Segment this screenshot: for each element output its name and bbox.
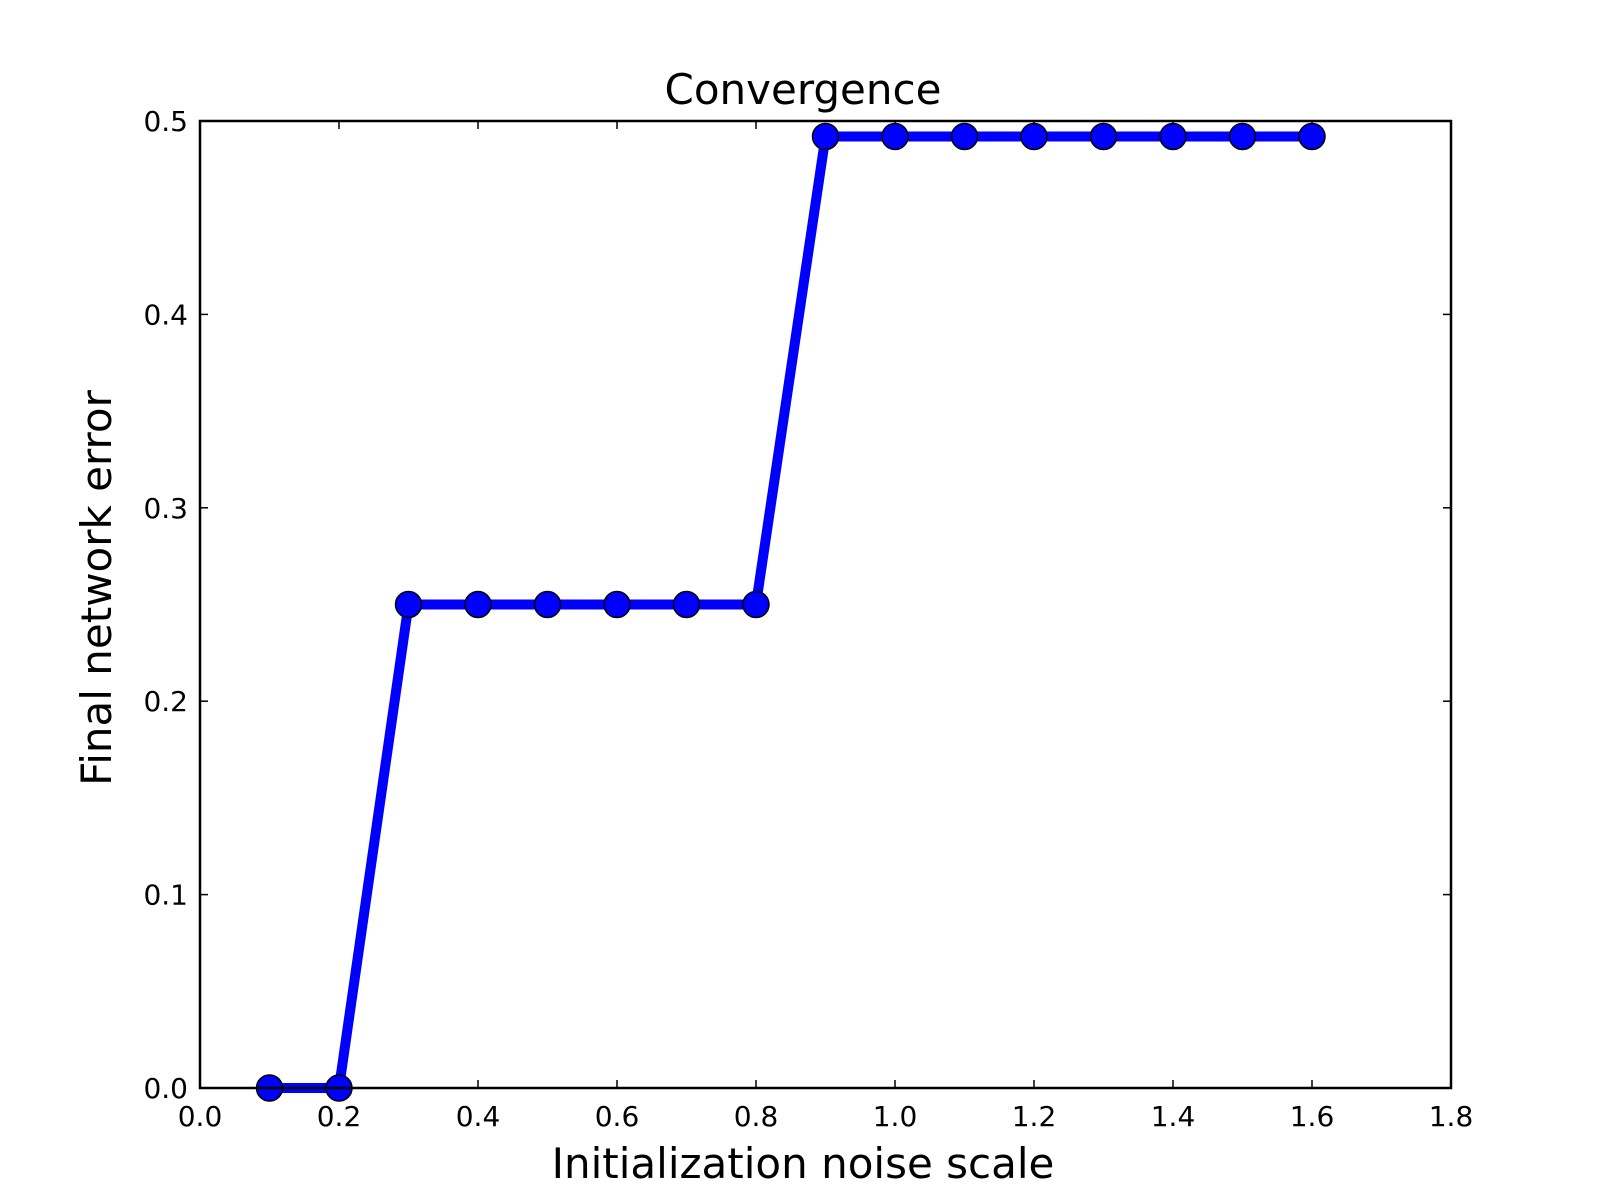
- data-point: [603, 590, 631, 619]
- data-point: [950, 122, 979, 151]
- x-tick-label: 1.8: [1429, 1100, 1474, 1133]
- plot-frame: [198, 119, 1453, 1090]
- data-point: [464, 590, 492, 619]
- data-point: [533, 590, 562, 619]
- data-point: [1159, 122, 1187, 151]
- x-tick-label: 0.8: [734, 1100, 779, 1133]
- y-tick-label: 0.3: [143, 492, 188, 525]
- data-point: [742, 590, 770, 619]
- data-point: [1089, 122, 1118, 151]
- y-tick-label: 0.0: [143, 1072, 188, 1105]
- y-tick-label: 0.2: [143, 685, 188, 718]
- data-point: [672, 590, 701, 619]
- y-tick-label: 0.5: [143, 105, 188, 138]
- x-tick-label: 0.0: [178, 1100, 223, 1133]
- y-tick-label: 0.4: [143, 298, 188, 331]
- x-tick-label: 1.6: [1290, 1100, 1335, 1133]
- data-point: [1298, 122, 1326, 151]
- data-point: [881, 122, 909, 151]
- data-point: [811, 122, 840, 151]
- x-tick-label: 0.2: [317, 1100, 362, 1133]
- x-tick-label: 1.2: [1012, 1100, 1057, 1133]
- data-point: [394, 590, 423, 619]
- series-layer: [255, 122, 1326, 1102]
- x-axis-title: Initialization noise scale: [552, 1139, 1055, 1188]
- x-tick-label: 1.4: [1151, 1100, 1196, 1133]
- x-tick-label: 0.6: [595, 1100, 640, 1133]
- data-point: [1228, 122, 1257, 151]
- x-tick-label: 1.0: [873, 1100, 918, 1133]
- y-tick-label: 0.1: [143, 879, 188, 912]
- x-tick-label: 0.4: [456, 1100, 501, 1133]
- series-line: [269, 131, 1312, 1093]
- axis-ticks: 0.0 0.2 0.4 0.6 0.8 1.0 1.2 1.4 1.6 1.8 0.0 0.1 0.2 0…: [143, 105, 1473, 1133]
- y-axis-title: Final network error: [72, 389, 121, 785]
- chart-title: Convergence: [665, 65, 942, 114]
- data-point: [1020, 122, 1048, 151]
